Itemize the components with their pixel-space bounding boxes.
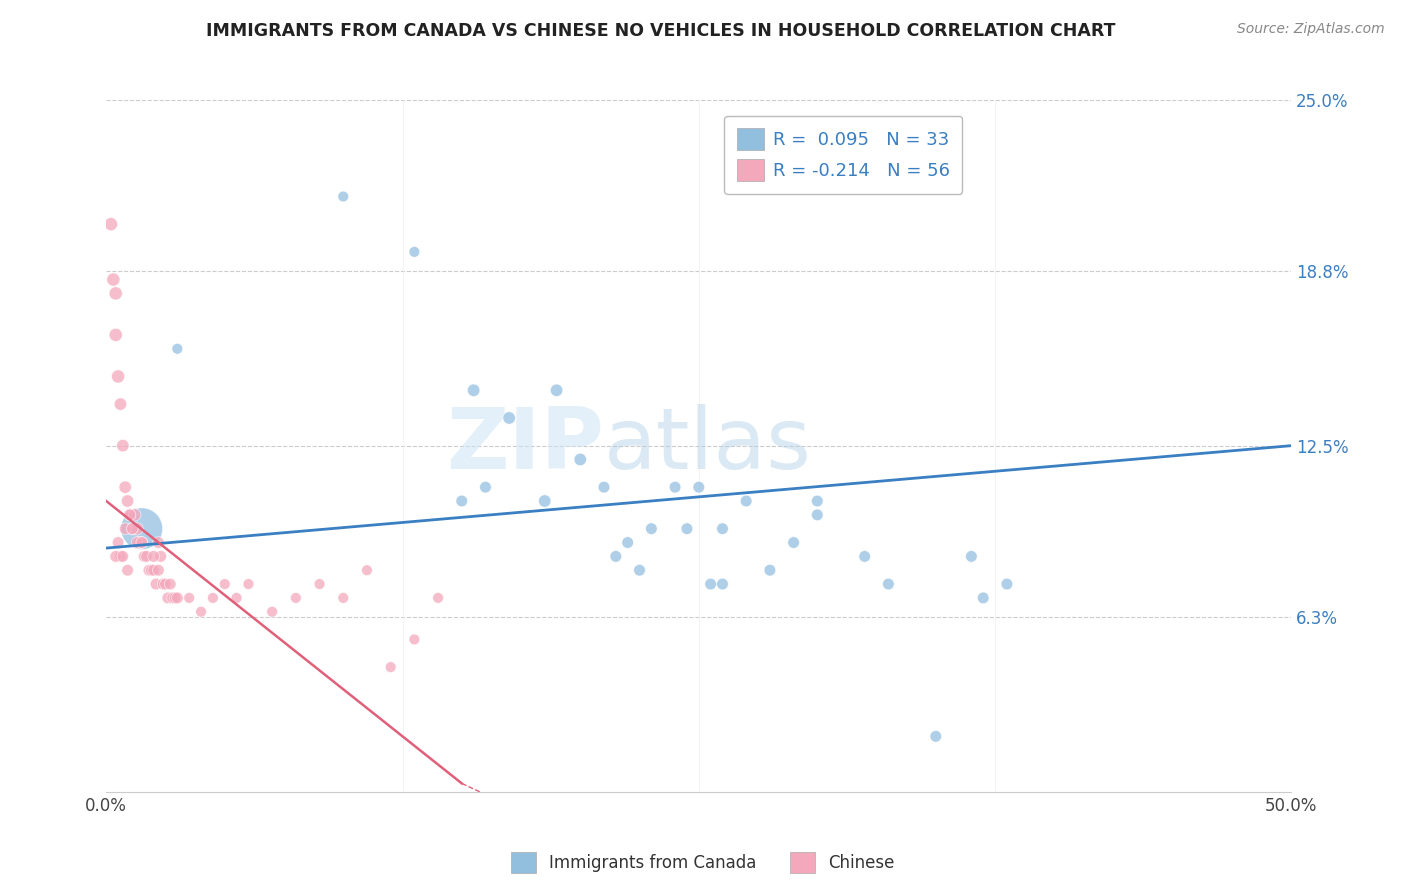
Point xyxy=(284,591,307,605)
Text: IMMIGRANTS FROM CANADA VS CHINESE NO VEHICLES IN HOUSEHOLD CORRELATION CHART: IMMIGRANTS FROM CANADA VS CHINESE NO VEH… xyxy=(207,22,1115,40)
Point xyxy=(131,522,153,536)
Point xyxy=(782,535,804,549)
Point xyxy=(925,729,948,743)
Point xyxy=(711,522,734,536)
Point xyxy=(134,549,156,564)
Point xyxy=(332,189,354,203)
Point xyxy=(110,549,132,564)
Point xyxy=(104,286,127,301)
Point xyxy=(676,522,699,536)
Point xyxy=(125,535,148,549)
Point xyxy=(100,217,122,231)
Point xyxy=(960,549,983,564)
Point xyxy=(356,563,378,577)
Point xyxy=(972,591,994,605)
Point xyxy=(640,522,662,536)
Point xyxy=(225,591,247,605)
Point xyxy=(121,522,143,536)
Point xyxy=(163,591,186,605)
Point xyxy=(145,577,167,591)
Point xyxy=(148,535,170,549)
Point xyxy=(593,480,616,494)
Point xyxy=(148,563,170,577)
Point xyxy=(463,384,485,398)
Point xyxy=(190,605,212,619)
Point xyxy=(114,480,136,494)
Legend: R =  0.095   N = 33, R = -0.214   N = 56: R = 0.095 N = 33, R = -0.214 N = 56 xyxy=(724,116,962,194)
Point xyxy=(111,439,134,453)
Point xyxy=(118,508,141,522)
Point xyxy=(533,494,555,508)
Point xyxy=(616,535,638,549)
Point xyxy=(104,327,127,342)
Point xyxy=(166,342,188,356)
Point xyxy=(107,535,129,549)
Point xyxy=(159,577,181,591)
Point xyxy=(806,508,828,522)
Point xyxy=(877,577,900,591)
Point xyxy=(166,591,188,605)
Point xyxy=(332,591,354,605)
Point xyxy=(107,369,129,384)
Point xyxy=(155,577,177,591)
Point xyxy=(201,591,224,605)
Point xyxy=(711,577,734,591)
Point xyxy=(128,535,150,549)
Point xyxy=(699,577,721,591)
Point xyxy=(103,272,125,286)
Point xyxy=(142,563,165,577)
Point xyxy=(450,494,472,508)
Point xyxy=(104,549,127,564)
Text: ZIP: ZIP xyxy=(446,404,605,487)
Point xyxy=(474,480,496,494)
Point xyxy=(152,577,174,591)
Point xyxy=(111,549,134,564)
Point xyxy=(404,244,426,259)
Point xyxy=(546,384,568,398)
Point xyxy=(995,577,1018,591)
Point xyxy=(110,397,132,411)
Text: Source: ZipAtlas.com: Source: ZipAtlas.com xyxy=(1237,22,1385,37)
Point xyxy=(141,563,163,577)
Point xyxy=(759,563,782,577)
Point xyxy=(138,563,160,577)
Point xyxy=(124,508,146,522)
Point xyxy=(308,577,330,591)
Point xyxy=(605,549,627,564)
Point xyxy=(162,591,184,605)
Legend: Immigrants from Canada, Chinese: Immigrants from Canada, Chinese xyxy=(505,846,901,880)
Point xyxy=(806,494,828,508)
Point xyxy=(114,522,136,536)
Point xyxy=(179,591,201,605)
Point xyxy=(131,535,153,549)
Text: atlas: atlas xyxy=(605,404,813,487)
Point xyxy=(121,522,143,536)
Point xyxy=(569,452,592,467)
Point xyxy=(380,660,402,674)
Point xyxy=(628,563,651,577)
Point xyxy=(238,577,260,591)
Point xyxy=(149,549,172,564)
Point xyxy=(118,508,141,522)
Point xyxy=(156,591,179,605)
Point xyxy=(117,494,139,508)
Point xyxy=(131,535,153,549)
Point xyxy=(125,522,148,536)
Point xyxy=(262,605,284,619)
Point xyxy=(142,549,165,564)
Point xyxy=(427,591,450,605)
Point xyxy=(135,549,157,564)
Point xyxy=(853,549,876,564)
Point xyxy=(404,632,426,647)
Point xyxy=(214,577,236,591)
Point xyxy=(688,480,710,494)
Point xyxy=(735,494,758,508)
Point xyxy=(498,411,520,425)
Point xyxy=(664,480,686,494)
Point xyxy=(117,563,139,577)
